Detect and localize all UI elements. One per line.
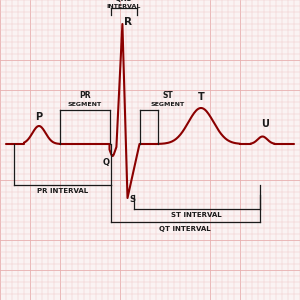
- Text: S: S: [129, 195, 135, 204]
- Text: P: P: [35, 112, 43, 122]
- Text: Q: Q: [102, 158, 109, 166]
- Text: SEGMENT: SEGMENT: [68, 101, 102, 106]
- Text: R: R: [124, 17, 132, 27]
- Text: U: U: [262, 119, 269, 129]
- Text: SEGMENT: SEGMENT: [151, 101, 185, 106]
- Text: PR INTERVAL: PR INTERVAL: [37, 188, 88, 194]
- Text: QT INTERVAL: QT INTERVAL: [159, 226, 211, 232]
- Text: QRS: QRS: [115, 0, 133, 3]
- Text: ST INTERVAL: ST INTERVAL: [172, 212, 222, 218]
- Text: T: T: [198, 92, 204, 102]
- Text: INTERVAL: INTERVAL: [106, 4, 141, 9]
- Text: PR: PR: [79, 92, 90, 100]
- Text: ST: ST: [163, 92, 173, 100]
